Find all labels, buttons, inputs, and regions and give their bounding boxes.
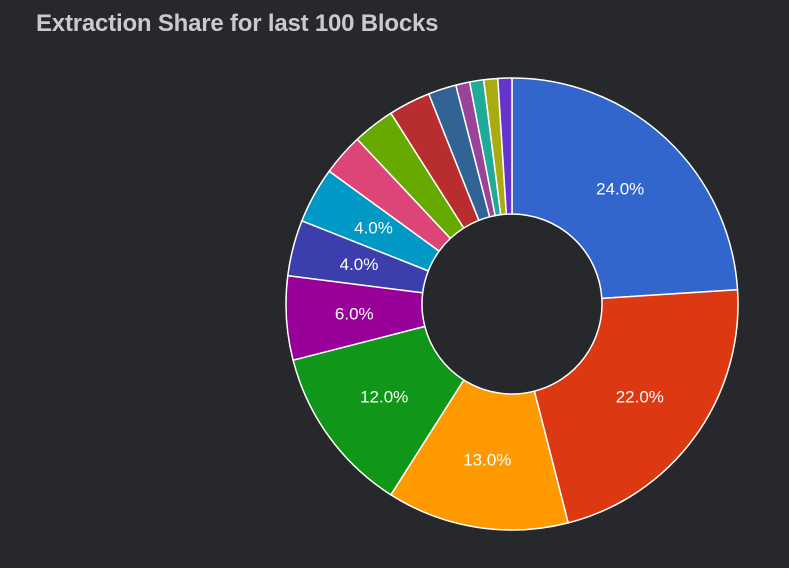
donut-slice-1[interactable] <box>511 77 739 300</box>
slice-label-3: 13.0% <box>463 451 511 470</box>
slice-label-5: 6.0% <box>335 304 374 323</box>
chart-title: Extraction Share for last 100 Blocks <box>36 10 439 37</box>
donut-slice-15[interactable] <box>497 77 513 215</box>
labels-group: 24.0% 22.0% 13.0% 12.0% 6.0% 4.0% 4.0% <box>335 179 664 469</box>
slice-label-2: 22.0% <box>616 387 664 406</box>
donut-slice-2[interactable] <box>533 289 739 524</box>
slice-label-4: 12.0% <box>360 387 408 406</box>
slice-label-1: 24.0% <box>596 179 644 198</box>
donut-slice-3[interactable] <box>390 379 569 531</box>
slice-label-7: 4.0% <box>354 218 393 237</box>
donut-slice-4[interactable] <box>292 325 465 496</box>
slices-group <box>285 77 739 531</box>
slice-label-6: 4.0% <box>340 255 379 274</box>
